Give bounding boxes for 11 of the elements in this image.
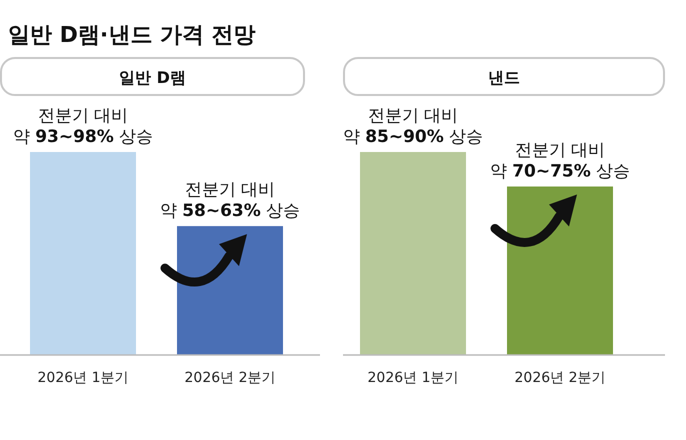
chart-subtitle: 일반 D램 bbox=[119, 68, 186, 87]
annotation: 전분기 대비 약 70~75% 상승 bbox=[490, 140, 630, 182]
annotation: 전분기 대비 약 93~98% 상승 bbox=[12, 106, 154, 147]
chart-title: 일반 D램·낸드 가격 전망 bbox=[8, 23, 256, 48]
x-tick-label: 2026년 2분기 bbox=[514, 370, 606, 386]
x-tick-label: 2026년 1분기 bbox=[368, 370, 458, 386]
x-tick-label: 2026년 2분기 bbox=[184, 370, 276, 386]
chart-title: 낸드 bbox=[488, 68, 520, 87]
annotation: 전분기 대비 약 85~90% 상승 bbox=[342, 106, 484, 147]
x-tick-label: 2026년 1분기 bbox=[38, 370, 128, 386]
annotation: 전분기 대비 약 58~63% 상승 bbox=[160, 180, 300, 222]
